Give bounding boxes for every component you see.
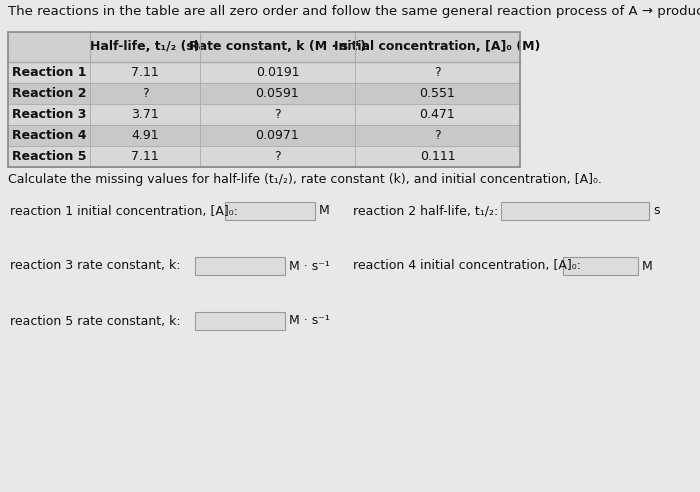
Text: M · s⁻¹: M · s⁻¹ [289, 259, 330, 273]
Text: 4.91: 4.91 [131, 129, 159, 142]
Text: ?: ? [434, 66, 441, 79]
Text: Reaction 2: Reaction 2 [12, 87, 86, 100]
Bar [8, 32, 520, 62]
Text: reaction 1 initial concentration, [A]₀:: reaction 1 initial concentration, [A]₀: [10, 205, 238, 217]
Text: 0.111: 0.111 [420, 150, 455, 163]
Bar [195, 312, 285, 330]
Bar [8, 104, 520, 125]
Text: reaction 3 rate constant, k:: reaction 3 rate constant, k: [10, 259, 181, 273]
Text: Reaction 1: Reaction 1 [12, 66, 86, 79]
Text: M: M [319, 205, 330, 217]
Text: Rate constant, k (M · s⁻¹): Rate constant, k (M · s⁻¹) [189, 40, 366, 54]
Text: s: s [653, 205, 659, 217]
Text: reaction 5 rate constant, k:: reaction 5 rate constant, k: [10, 314, 181, 328]
Text: ?: ? [274, 108, 281, 121]
Text: The reactions in the table are all zero order and follow the same general reacti: The reactions in the table are all zero … [8, 5, 700, 18]
Text: Half-life, t₁/₂ (s): Half-life, t₁/₂ (s) [90, 40, 199, 54]
Text: 0.471: 0.471 [419, 108, 456, 121]
Bar [8, 62, 520, 83]
Text: Initial concentration, [A]₀ (M): Initial concentration, [A]₀ (M) [335, 40, 540, 54]
Bar [8, 32, 520, 167]
Bar [8, 125, 520, 146]
Text: reaction 4 initial concentration, [A]₀:: reaction 4 initial concentration, [A]₀: [353, 259, 581, 273]
Bar [8, 83, 520, 104]
Bar [195, 257, 285, 275]
Text: M · s⁻¹: M · s⁻¹ [289, 314, 330, 328]
Text: ?: ? [141, 87, 148, 100]
Text: ?: ? [274, 150, 281, 163]
Text: ?: ? [434, 129, 441, 142]
Text: 0.551: 0.551 [419, 87, 456, 100]
Text: 0.0191: 0.0191 [256, 66, 300, 79]
Text: Reaction 4: Reaction 4 [12, 129, 86, 142]
Bar [563, 257, 638, 275]
Text: Reaction 5: Reaction 5 [12, 150, 86, 163]
Text: 7.11: 7.11 [131, 150, 159, 163]
Text: 0.0591: 0.0591 [256, 87, 300, 100]
Text: 0.0971: 0.0971 [256, 129, 300, 142]
Text: reaction 2 half-life, t₁/₂:: reaction 2 half-life, t₁/₂: [353, 205, 498, 217]
Text: Calculate the missing values for half-life (t₁/₂), rate constant (k), and initia: Calculate the missing values for half-li… [8, 173, 602, 186]
Bar [501, 202, 649, 220]
Text: Reaction 3: Reaction 3 [12, 108, 86, 121]
Text: 7.11: 7.11 [131, 66, 159, 79]
Bar [225, 202, 315, 220]
Text: M: M [642, 259, 652, 273]
Text: 3.71: 3.71 [131, 108, 159, 121]
Bar [8, 146, 520, 167]
